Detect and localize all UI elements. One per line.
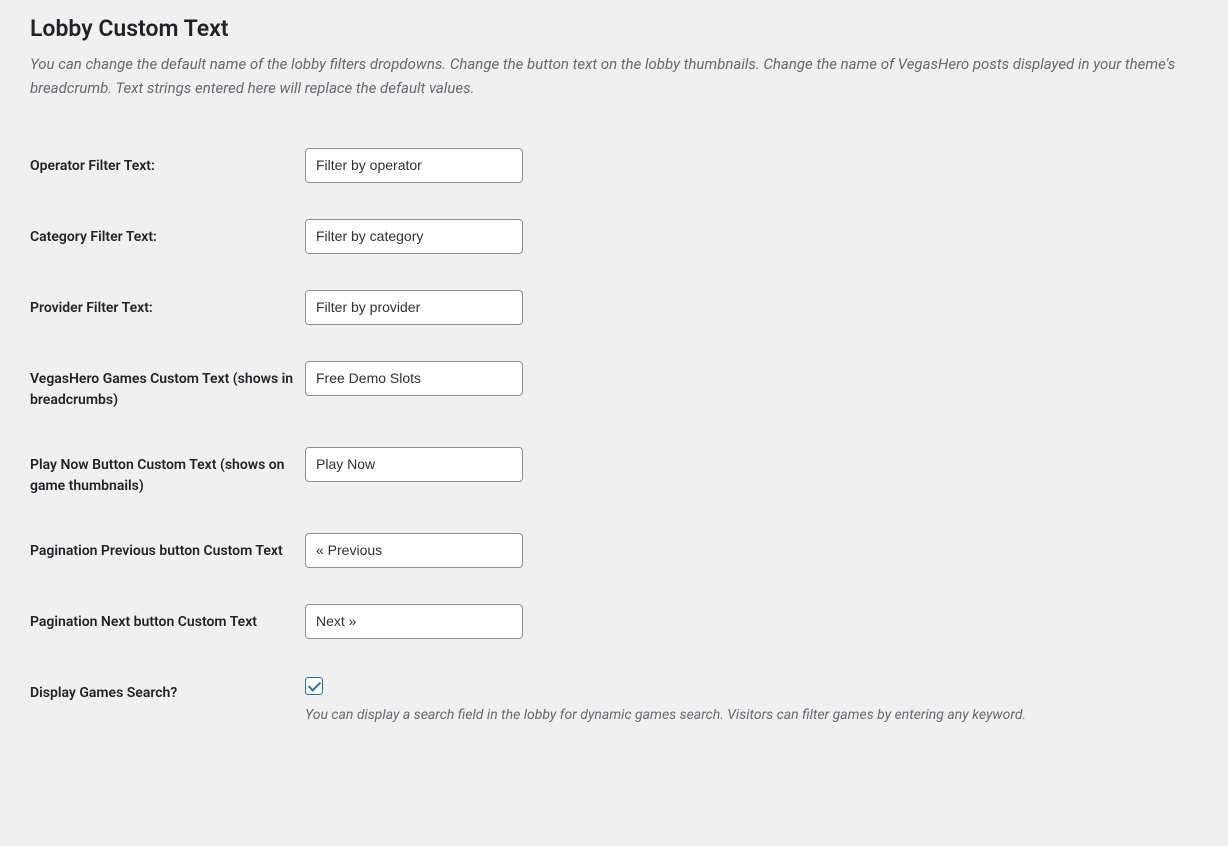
section-description: You can change the default name of the l… (30, 52, 1198, 100)
display-search-field: You can display a search field in the lo… (305, 675, 1198, 726)
category-filter-label: Category Filter Text: (30, 219, 305, 248)
category-filter-input[interactable] (305, 219, 523, 254)
display-search-row: Display Games Search? You can display a … (30, 657, 1198, 744)
pagination-next-row: Pagination Next button Custom Text (30, 586, 1198, 657)
operator-filter-input[interactable] (305, 148, 523, 183)
display-search-checkbox[interactable] (305, 677, 323, 695)
games-custom-text-label: VegasHero Games Custom Text (shows in br… (30, 361, 305, 411)
section-heading: Lobby Custom Text (30, 15, 1198, 42)
category-filter-field (305, 219, 1198, 254)
settings-form: Operator Filter Text: Category Filter Te… (30, 130, 1198, 744)
provider-filter-label: Provider Filter Text: (30, 290, 305, 319)
pagination-next-label: Pagination Next button Custom Text (30, 604, 305, 633)
pagination-previous-input[interactable] (305, 533, 523, 568)
display-search-help: You can display a search field in the lo… (305, 705, 1198, 726)
play-now-button-input[interactable] (305, 447, 523, 482)
category-filter-row: Category Filter Text: (30, 201, 1198, 272)
pagination-next-field (305, 604, 1198, 639)
pagination-previous-label: Pagination Previous button Custom Text (30, 533, 305, 562)
operator-filter-row: Operator Filter Text: (30, 130, 1198, 201)
pagination-previous-row: Pagination Previous button Custom Text (30, 515, 1198, 586)
pagination-previous-field (305, 533, 1198, 568)
provider-filter-input[interactable] (305, 290, 523, 325)
games-custom-text-row: VegasHero Games Custom Text (shows in br… (30, 343, 1198, 429)
operator-filter-field (305, 148, 1198, 183)
operator-filter-label: Operator Filter Text: (30, 148, 305, 177)
pagination-next-input[interactable] (305, 604, 523, 639)
provider-filter-row: Provider Filter Text: (30, 272, 1198, 343)
games-custom-text-field (305, 361, 1198, 396)
play-now-button-label: Play Now Button Custom Text (shows on ga… (30, 447, 305, 497)
games-custom-text-input[interactable] (305, 361, 523, 396)
provider-filter-field (305, 290, 1198, 325)
play-now-button-row: Play Now Button Custom Text (shows on ga… (30, 429, 1198, 515)
display-search-label: Display Games Search? (30, 675, 305, 704)
play-now-button-field (305, 447, 1198, 482)
